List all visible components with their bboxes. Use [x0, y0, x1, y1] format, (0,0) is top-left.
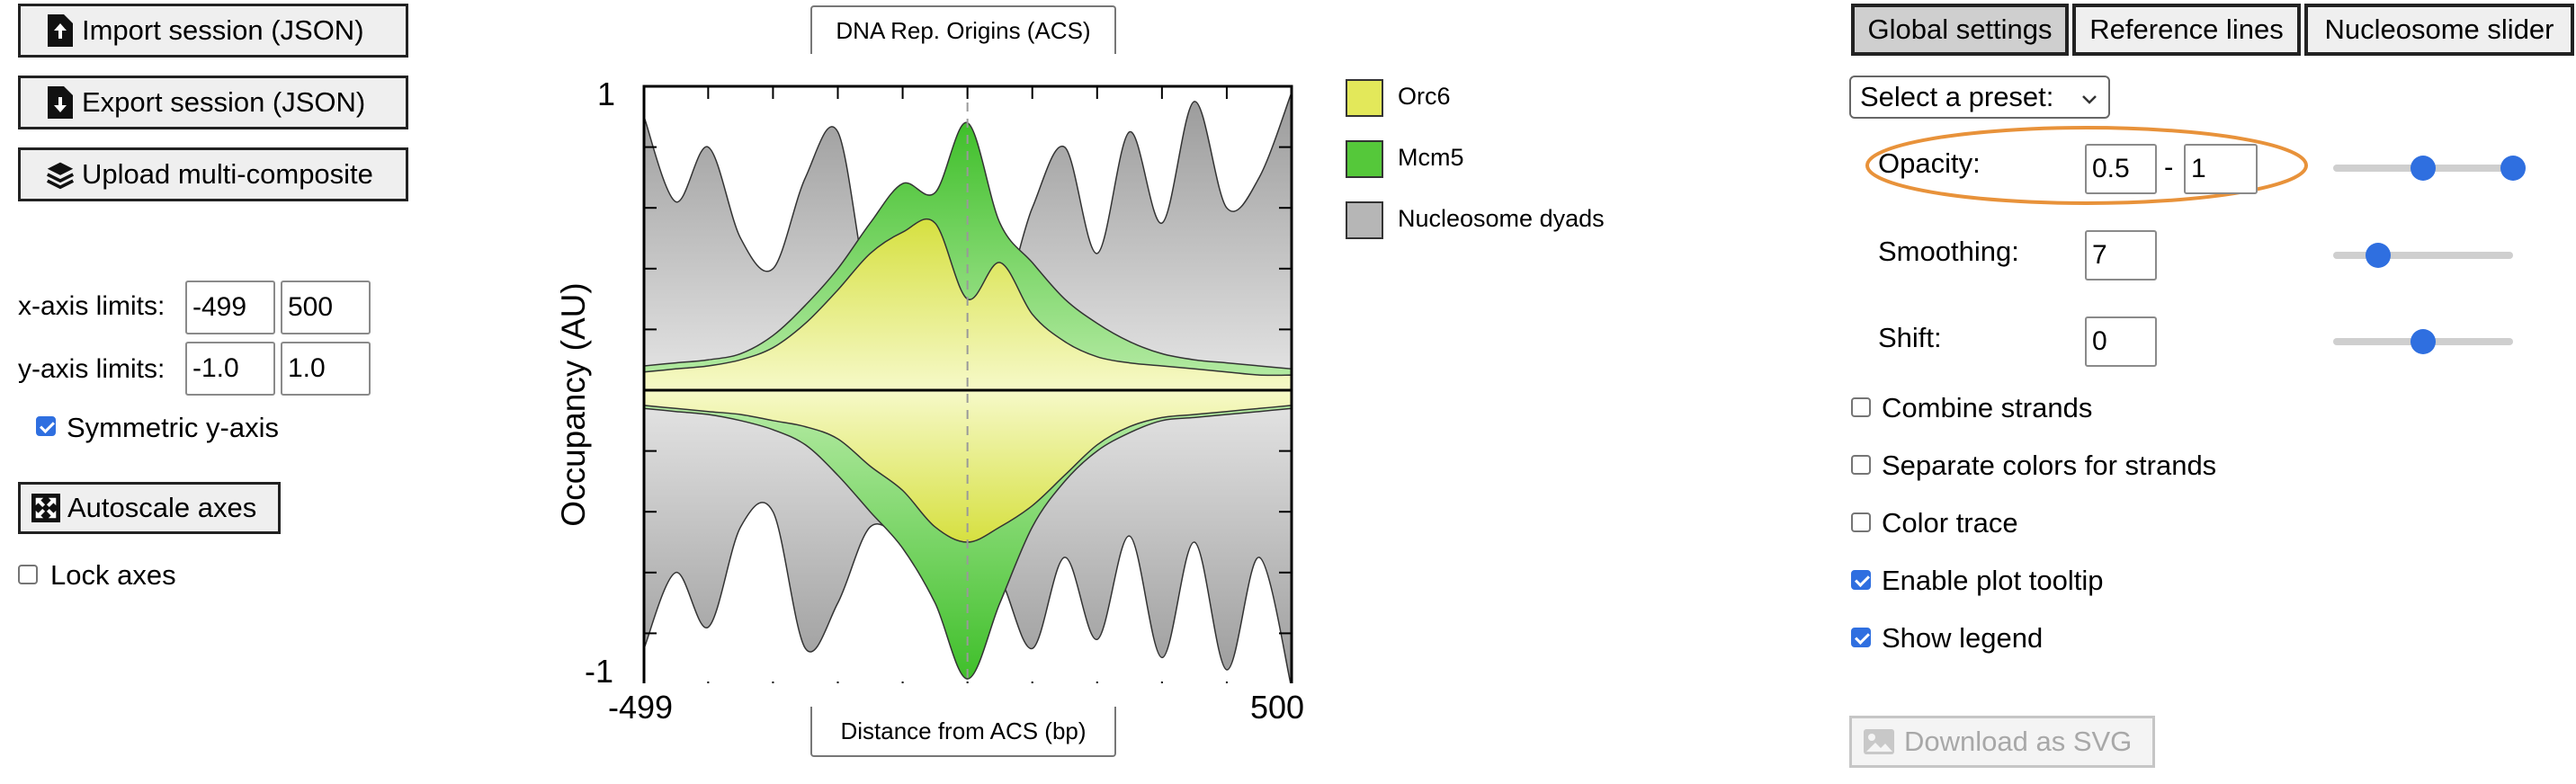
y-axis-label: Occupancy (AU)	[555, 282, 592, 527]
y-axis-min-input[interactable]	[185, 342, 275, 396]
checkbox-label-enable-plot-tooltip: Enable plot tooltip	[1882, 565, 2104, 596]
x-min-tick-label: -499	[608, 689, 674, 726]
preset-select[interactable]: Select a preset:	[1849, 76, 2110, 119]
checkbox-label-combine-strands: Combine strands	[1882, 392, 2093, 423]
smoothing-label: Smoothing:	[1878, 236, 2019, 267]
x-axis-label-box[interactable]: Distance from ACS (bp)	[810, 707, 1116, 757]
y-min-tick-label: -1	[585, 653, 614, 690]
legend-label-nucleosome-dyads: Nucleosome dyads	[1398, 205, 1605, 232]
composite-plot[interactable]	[540, 54, 1349, 683]
opacity-min-input[interactable]	[2085, 144, 2157, 194]
plot-title: DNA Rep. Origins (ACS)	[836, 16, 1091, 44]
x-axis-limits-label: x-axis limits:	[18, 291, 165, 321]
opacity-separator: -	[2164, 151, 2174, 183]
symmetric-y-axis-checkbox[interactable]	[36, 416, 56, 436]
tab-nucleosome-slider[interactable]: Nucleosome slider	[2304, 4, 2574, 56]
file-upload-icon	[46, 13, 75, 48]
checkbox-show-legend[interactable]	[1851, 628, 1871, 647]
tab-reference-lines[interactable]: Reference lines	[2072, 4, 2301, 56]
plot-title-box[interactable]: DNA Rep. Origins (ACS)	[810, 5, 1116, 54]
opacity-label: Opacity:	[1878, 147, 1981, 179]
tab-global-settings-label: Global settings	[1867, 13, 2053, 45]
tab-global-settings[interactable]: Global settings	[1851, 4, 2069, 56]
opacity-max-handle[interactable]	[2500, 156, 2526, 181]
preset-select-label: Select a preset:	[1860, 81, 2054, 112]
opacity-highlight-ellipse	[1865, 126, 2308, 205]
legend-swatch-mcm5	[1346, 140, 1383, 178]
y-axis-max-input[interactable]	[281, 342, 371, 396]
x-axis-label: Distance from ACS (bp)	[840, 717, 1087, 744]
checkbox-enable-plot-tooltip[interactable]	[1851, 570, 1871, 590]
export-session-button[interactable]: Export session (JSON)	[18, 76, 408, 129]
checkbox-color-trace[interactable]	[1851, 512, 1871, 532]
checkbox-combine-strands[interactable]	[1851, 397, 1871, 417]
checkbox-label-color-trace: Color trace	[1882, 507, 2018, 539]
smoothing-handle[interactable]	[2366, 243, 2391, 268]
autoscale-axes-button[interactable]: Autoscale axes	[18, 482, 281, 534]
legend-label-mcm5: Mcm5	[1398, 144, 1464, 171]
export-session-label: Export session (JSON)	[82, 86, 366, 118]
legend-swatch-nucleosome-dyads	[1346, 201, 1383, 239]
x-max-tick-label: 500	[1250, 689, 1305, 726]
opacity-max-input[interactable]	[2184, 144, 2258, 194]
smoothing-input[interactable]	[2085, 230, 2157, 281]
download-svg-button[interactable]: Download as SVG	[1849, 716, 2155, 768]
chevron-down-icon	[2081, 85, 2097, 117]
import-session-label: Import session (JSON)	[82, 14, 364, 46]
checkbox-label-separate-colors-for-strands: Separate colors for strands	[1882, 450, 2217, 481]
lock-axes-checkbox[interactable]	[18, 565, 38, 584]
symmetric-y-axis-label: Symmetric y-axis	[67, 412, 279, 443]
tab-nucleosome-slider-label: Nucleosome slider	[2324, 13, 2554, 45]
shift-handle[interactable]	[2411, 329, 2436, 354]
upload-multi-composite-button[interactable]: Upload multi-composite	[18, 147, 408, 201]
legend-swatch-orc6	[1346, 79, 1383, 117]
x-axis-max-input[interactable]	[281, 281, 371, 334]
y-axis-label-wrap: Occupancy (AU)	[547, 282, 601, 526]
shift-input[interactable]	[2085, 316, 2157, 367]
lock-axes-label: Lock axes	[50, 559, 176, 591]
checkbox-label-show-legend: Show legend	[1882, 622, 2044, 654]
file-download-icon	[46, 85, 75, 120]
image-icon	[1863, 728, 1895, 755]
download-svg-label: Download as SVG	[1904, 726, 2133, 757]
upload-multi-composite-label: Upload multi-composite	[82, 158, 373, 190]
opacity-min-handle[interactable]	[2411, 156, 2436, 181]
shift-label: Shift:	[1878, 322, 1942, 353]
smoothing-slider[interactable]	[2333, 252, 2513, 259]
tab-reference-lines-label: Reference lines	[2089, 13, 2284, 45]
x-axis-min-input[interactable]	[185, 281, 275, 334]
expand-arrows-icon	[31, 491, 60, 525]
layers-icon	[46, 157, 75, 192]
checkbox-separate-colors-for-strands[interactable]	[1851, 455, 1871, 475]
y-max-tick-label: 1	[597, 76, 616, 112]
y-axis-limits-label: y-axis limits:	[18, 354, 165, 384]
autoscale-axes-label: Autoscale axes	[67, 492, 257, 523]
import-session-button[interactable]: Import session (JSON)	[18, 4, 408, 58]
legend-label-orc6: Orc6	[1398, 83, 1451, 110]
